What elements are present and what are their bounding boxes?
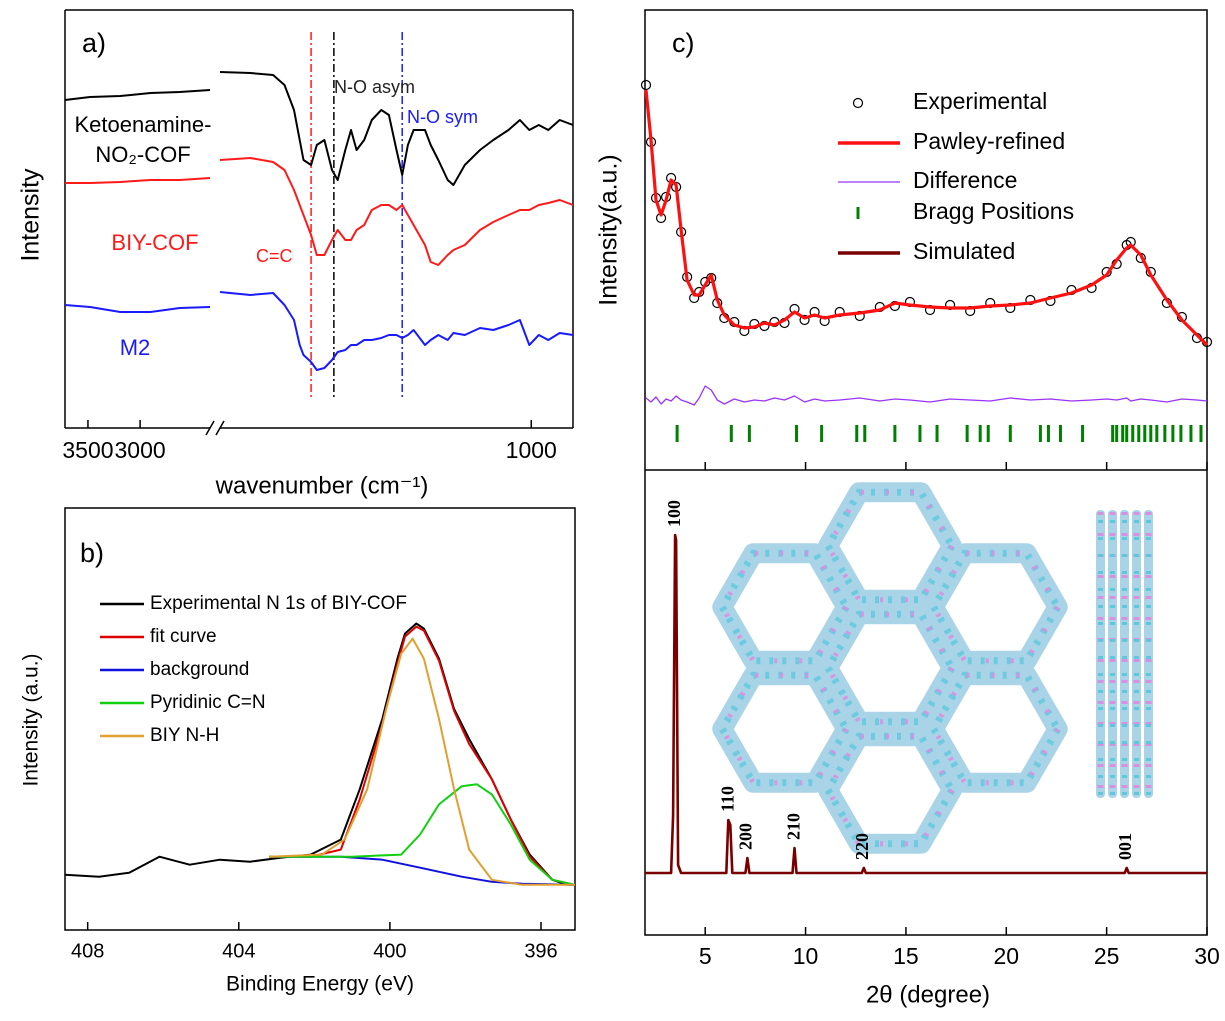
framework-picture — [722, 492, 1153, 843]
x-axis-label: Binding Energy (eV) — [226, 973, 414, 996]
x-tick-label: 30 — [1194, 943, 1220, 969]
series-line — [269, 639, 575, 885]
legend-label: Experimental N 1s of BIY-COF — [150, 593, 407, 614]
peak-label: 210 — [784, 813, 804, 840]
x-tick-label: 10 — [793, 943, 819, 969]
x-tick-label: 3000 — [115, 437, 166, 463]
legend-label: Bragg Positions — [913, 198, 1074, 224]
peak-label: 200 — [735, 823, 755, 850]
series-line — [65, 305, 210, 312]
series-line — [269, 627, 575, 885]
y-axis-label: Intensity (a.u.) — [20, 653, 43, 786]
series-line — [646, 386, 1207, 405]
x-tick-label: 3500 — [62, 437, 113, 463]
x-tick-label: 25 — [1094, 943, 1120, 969]
series-line — [65, 624, 575, 885]
annotation: N-O sym — [407, 107, 478, 127]
legend-label: Pyridinic C=N — [150, 692, 266, 713]
series-label: Ketoenamine-NO₂-COF — [68, 110, 218, 170]
x-axis-label: wavenumber (cm⁻¹) — [215, 472, 429, 499]
series-line — [65, 90, 210, 100]
peak-label: 100 — [664, 500, 684, 527]
peak-label: 001 — [1115, 833, 1135, 860]
stack-column — [1108, 510, 1117, 798]
x-tick-label: 400 — [373, 940, 406, 962]
x-tick-label: 20 — [993, 943, 1019, 969]
x-tick-label: 5 — [699, 943, 712, 969]
annotation: C=C — [256, 246, 293, 266]
stack-column — [1120, 510, 1129, 798]
y-axis-label: Intensity — [17, 168, 45, 262]
series-label: BIY-COF — [80, 228, 230, 258]
legend-label: background — [150, 659, 249, 680]
series-line — [269, 784, 575, 885]
x-tick-label: 15 — [893, 943, 919, 969]
series-line — [65, 178, 210, 183]
series-line — [220, 292, 573, 370]
legend-label: BIY N-H — [150, 725, 219, 746]
peak-label: 110 — [717, 786, 737, 812]
peak-label: 220 — [852, 833, 872, 860]
series-label: M2 — [95, 333, 175, 363]
y-axis-label: Intensity(a.u.) — [595, 154, 623, 305]
figure: 35003000 1000 a) Intensity wavenumber (cm⁻¹)… — [0, 0, 1225, 1021]
stack-column — [1096, 510, 1105, 798]
legend-label: fit curve — [150, 626, 217, 647]
panel-label: b) — [80, 538, 104, 568]
legend-label: Experimental — [913, 88, 1047, 114]
panel-label: c) — [672, 28, 695, 58]
legend-label: Simulated — [913, 238, 1015, 264]
x-tick-label: 396 — [524, 940, 557, 962]
x-tick-label: 408 — [71, 940, 104, 962]
legend-label: Difference — [913, 167, 1017, 193]
x-tick-label: 404 — [222, 940, 255, 962]
panel-label: a) — [82, 28, 106, 58]
series-line — [269, 857, 575, 885]
legend-swatch — [854, 99, 863, 108]
x-axis-label: 2θ (degree) — [866, 981, 990, 1008]
stack-column — [1144, 510, 1153, 798]
legend-label: Pawley-refined — [913, 128, 1065, 154]
x-tick-label: 1000 — [506, 437, 557, 463]
data-point — [642, 81, 651, 90]
stack-column — [1132, 510, 1141, 798]
annotation: N-O asym — [334, 77, 415, 97]
